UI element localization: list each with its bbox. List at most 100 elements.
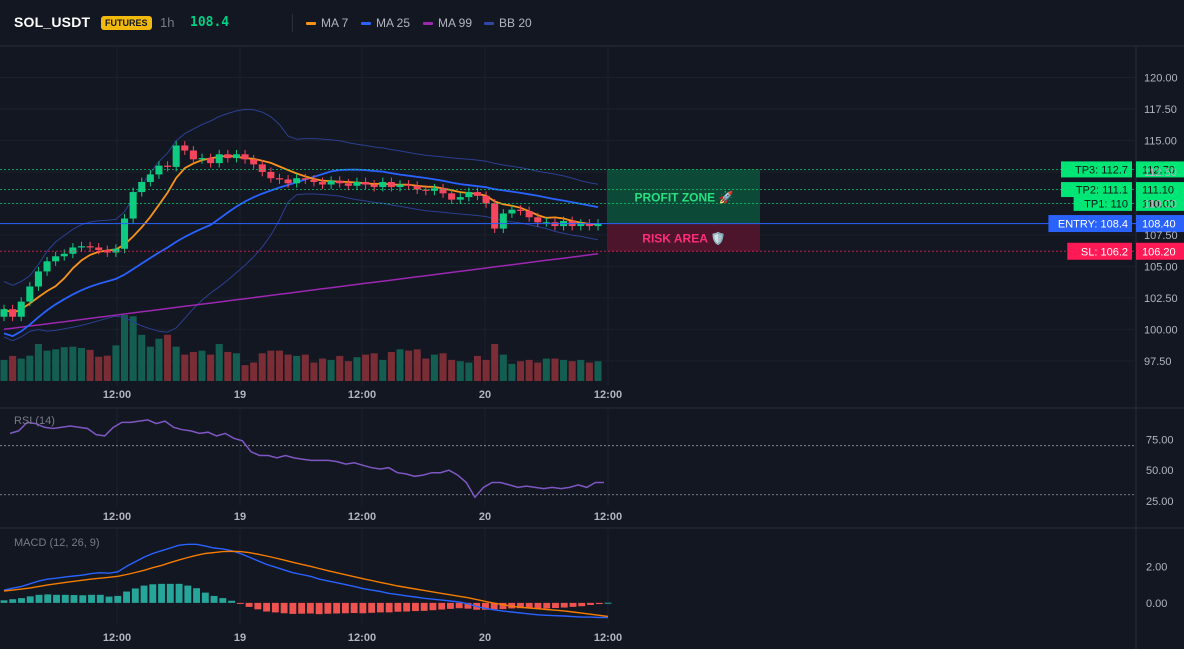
bollinger-lower-line	[3, 193, 599, 342]
legend-ma99[interactable]: MA 99	[423, 16, 472, 30]
volume-bar	[585, 362, 593, 381]
volume-bar	[396, 349, 404, 381]
tp3-axis-label: 112.70	[1142, 164, 1175, 176]
macd-histogram-bar	[438, 602, 446, 610]
macd-histogram-bar	[376, 602, 384, 613]
volume-bar	[534, 362, 542, 381]
macd-histogram-bar	[254, 602, 262, 610]
volume-bar	[60, 347, 68, 381]
candle-body	[267, 171, 275, 179]
bollinger-upper-line	[3, 108, 599, 286]
volume-bar	[103, 355, 111, 381]
candle-body	[379, 182, 387, 188]
macd-histogram-bar	[228, 600, 236, 603]
macd-histogram-bar	[131, 588, 139, 603]
candle-body	[594, 223, 602, 227]
candle-body	[198, 158, 206, 160]
volume-bar	[207, 354, 215, 381]
volume-bar	[542, 358, 550, 381]
legend-label: MA 25	[376, 16, 411, 30]
volume-bar	[189, 351, 197, 381]
tp1-axis-box	[1136, 195, 1184, 211]
volume-bar	[327, 359, 335, 381]
tp2-axis-box	[1136, 182, 1184, 198]
candle-body	[172, 145, 180, 167]
macd-histogram-bar	[517, 602, 524, 609]
volume-bar	[250, 362, 258, 381]
macd-histogram-bar	[341, 602, 349, 614]
candle-body	[525, 210, 533, 218]
futures-badge: FUTURES	[101, 16, 152, 30]
sl-axis-box	[1136, 242, 1184, 260]
volume-bar	[568, 361, 576, 381]
volume-bar	[26, 355, 34, 381]
candle-body	[448, 193, 456, 200]
macd-histogram-bar	[210, 595, 218, 603]
volume-bar	[34, 344, 42, 381]
volume-bar	[77, 348, 86, 381]
rsi-axis-label: 75.00	[1146, 435, 1174, 447]
time-axis-label: 19	[234, 511, 246, 523]
volume-bar	[198, 350, 206, 381]
ma7-line	[3, 154, 599, 314]
tp3-axis-box	[1136, 161, 1184, 178]
volume-bar	[241, 365, 249, 381]
volume-bar	[310, 362, 318, 381]
price-axis-label: 100.00	[1144, 324, 1178, 336]
price-axis-label: 107.50	[1144, 230, 1178, 242]
ma99-line	[3, 253, 599, 331]
volume-bar	[181, 354, 189, 381]
volume-bar	[387, 351, 395, 381]
time-axis-label: 12:00	[103, 389, 131, 401]
symbol-name[interactable]: SOL_USDT	[14, 14, 91, 30]
candle-body	[534, 217, 542, 223]
candle-body	[430, 188, 438, 191]
tp3-tag-box	[1061, 161, 1132, 178]
volume-bar	[275, 350, 284, 381]
legend-swatch	[306, 21, 316, 25]
candle-body	[577, 223, 585, 227]
volume-bar	[594, 361, 602, 381]
entry-tag-label: ENTRY: 108.4	[1058, 219, 1128, 231]
volume-bar	[473, 355, 482, 381]
volume-bar	[448, 359, 456, 381]
candle-body	[327, 180, 335, 185]
macd-histogram-bar	[306, 602, 314, 614]
volume-bar	[577, 359, 585, 381]
volume-bar	[267, 350, 275, 381]
legend-ma7[interactable]: MA 7	[306, 16, 348, 30]
volume-bar	[69, 346, 77, 381]
volume-bar	[146, 346, 154, 381]
volume-bar	[301, 354, 309, 381]
macd-histogram-bar	[149, 584, 157, 603]
volume-bar	[465, 362, 473, 381]
candle-body	[387, 182, 395, 188]
volume-bar	[344, 361, 352, 381]
candle-body	[181, 145, 189, 151]
macd-histogram-bar	[560, 602, 568, 608]
timeframe-label[interactable]: 1h	[160, 15, 175, 30]
volume-bar	[86, 349, 94, 381]
macd-histogram-bar	[114, 595, 122, 603]
candle-body	[516, 209, 525, 211]
macd-histogram-bar	[26, 596, 34, 603]
volume-bar	[430, 354, 438, 381]
candle-body	[362, 182, 370, 185]
macd-histogram-bar	[193, 588, 201, 603]
candle-body	[353, 182, 361, 186]
volume-bar	[456, 361, 464, 381]
legend-bb20[interactable]: BB 20	[484, 16, 532, 30]
macd-histogram-bar	[271, 602, 279, 613]
candle-body	[164, 165, 172, 167]
profit-zone-box	[607, 169, 760, 224]
candle-body	[551, 222, 559, 227]
legend-ma25[interactable]: MA 25	[361, 16, 410, 30]
macd-histogram-bar	[324, 602, 332, 614]
candle-body	[293, 178, 301, 184]
macd-histogram-bar	[429, 602, 437, 611]
time-axis-label: 12:00	[103, 632, 131, 644]
candle-body	[43, 261, 51, 272]
volume-bar	[362, 354, 370, 381]
macd-histogram-bar	[578, 602, 586, 607]
